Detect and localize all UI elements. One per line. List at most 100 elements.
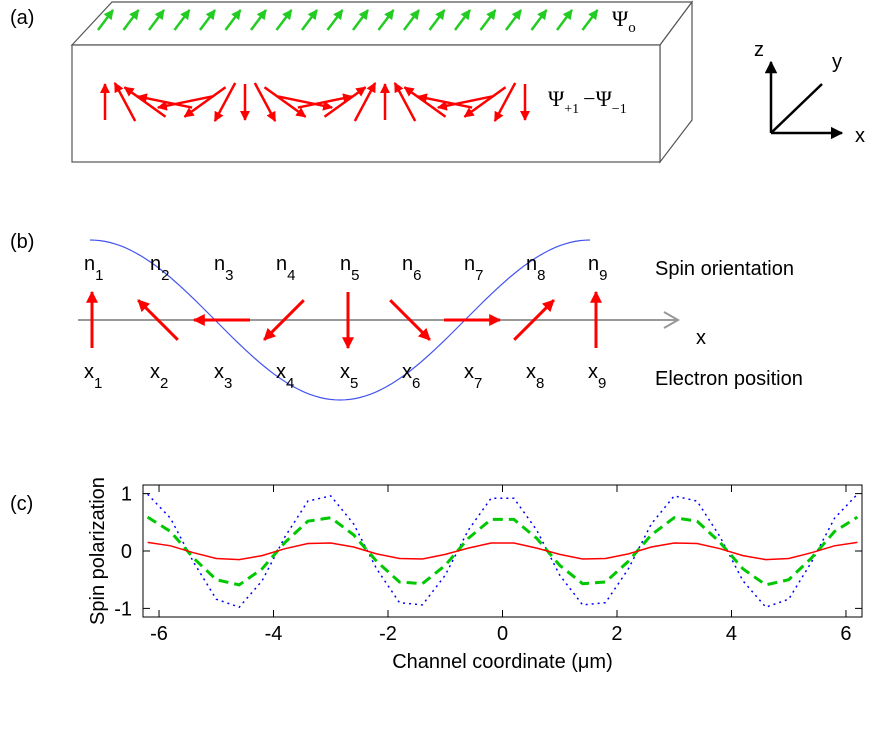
index-label: x8 (526, 361, 544, 392)
y-tick-label: -1 (114, 598, 132, 620)
inner-spins (100, 82, 530, 122)
axis-y: y (832, 51, 842, 73)
panel-label: (a) (10, 7, 34, 29)
base: n (464, 253, 475, 275)
series-line (147, 493, 858, 609)
index-label: x4 (276, 361, 294, 392)
wave (89, 239, 591, 401)
index-label: n6 (402, 253, 421, 284)
sub: 9 (599, 267, 607, 284)
base: x (84, 361, 94, 383)
row-label: Electron position (655, 368, 803, 390)
x-tick-label: -4 (265, 623, 283, 645)
spin-arrow (479, 9, 497, 31)
sub: 3 (224, 375, 232, 392)
spin-arrow (224, 9, 242, 31)
base: n (276, 253, 287, 275)
base: x (402, 361, 412, 383)
x-tick-label: -6 (150, 623, 168, 645)
y-tick-label: 1 (121, 484, 132, 506)
chart: -6 -4 -2 0 2 4 6 -1 0 1 Channel coordinate (μm) Spi… (87, 477, 863, 673)
spin-arrow (436, 95, 493, 111)
spin-arrow (301, 9, 318, 31)
spin-arrow (213, 82, 237, 122)
index-label: n9 (588, 253, 607, 284)
spin-arrow (326, 9, 344, 31)
spin-arrow (122, 9, 140, 31)
spin-arrow (250, 9, 267, 31)
inner-state: Ψ+1 −Ψ−1 (548, 86, 627, 117)
minus: − (583, 86, 595, 111)
spin-arrow (389, 299, 431, 341)
spin-arrow (403, 9, 420, 31)
base: x (340, 361, 350, 383)
top-spins (97, 9, 599, 31)
spin-arrow (393, 82, 417, 122)
base: n (526, 253, 537, 275)
base: x (526, 361, 536, 383)
series-line (147, 541, 858, 561)
spin-arrow (530, 9, 548, 31)
spin-arrow (183, 86, 227, 118)
spin-arrow (297, 93, 354, 109)
spin-arrow (275, 9, 293, 31)
sub: 5 (351, 267, 359, 284)
sub: 4 (286, 375, 294, 392)
psi-sub: o (628, 20, 636, 36)
base: n (588, 253, 599, 275)
sub: 8 (536, 375, 544, 392)
spin-arrow (463, 86, 507, 118)
index-label: x7 (464, 361, 482, 392)
spin-arrow (454, 9, 471, 31)
sub: 5 (350, 375, 358, 392)
base: x (214, 361, 224, 383)
spin-arrow (377, 9, 395, 31)
base: x (150, 361, 160, 383)
axis-x: x (855, 125, 865, 147)
panel-label: (c) (10, 493, 33, 515)
sub: 7 (474, 375, 482, 392)
axis-z: z (754, 39, 764, 61)
base: n (150, 253, 161, 275)
base: x (464, 361, 474, 383)
index-label: n1 (84, 253, 103, 284)
spin-arrow (353, 82, 377, 122)
index-label: n4 (276, 253, 295, 284)
index-label: n5 (340, 253, 359, 284)
y-tick-label: 0 (121, 541, 132, 563)
index-label: x5 (340, 361, 358, 392)
spin-arrow (173, 9, 191, 31)
sub: 3 (225, 267, 233, 284)
psi: Ψ (596, 86, 613, 111)
x-tick-label: -2 (379, 623, 397, 645)
spin-arrow (156, 95, 213, 111)
axes-triad (764, 60, 844, 140)
sub: 9 (598, 375, 606, 392)
index-label: n7 (464, 253, 483, 284)
series-line (146, 515, 859, 587)
base: x (588, 361, 598, 383)
sub: 1 (95, 267, 103, 284)
spin-arrow (428, 9, 446, 31)
spin-arrow (493, 82, 517, 122)
index-label: n8 (526, 253, 545, 284)
sub: 2 (160, 375, 168, 392)
index-label: n2 (150, 253, 169, 284)
psi: Ψ (548, 86, 565, 111)
panel-label: (b) (10, 231, 34, 253)
sub: 4 (287, 267, 295, 284)
x-axis-title: Channel coordinate (μm) (392, 651, 613, 673)
base: n (214, 253, 225, 275)
row-label: Spin orientation (655, 258, 794, 280)
x-tick-label: 2 (611, 623, 622, 645)
plot-frame (142, 484, 863, 618)
spin-arrow (513, 299, 555, 341)
index-label: x3 (214, 361, 232, 392)
index-label: x9 (588, 361, 606, 392)
index-label: n3 (214, 253, 233, 284)
spin-arrow (253, 82, 277, 122)
sub: 7 (475, 267, 483, 284)
spin-arrow (97, 9, 114, 31)
x-tick-label: 6 (840, 623, 851, 645)
